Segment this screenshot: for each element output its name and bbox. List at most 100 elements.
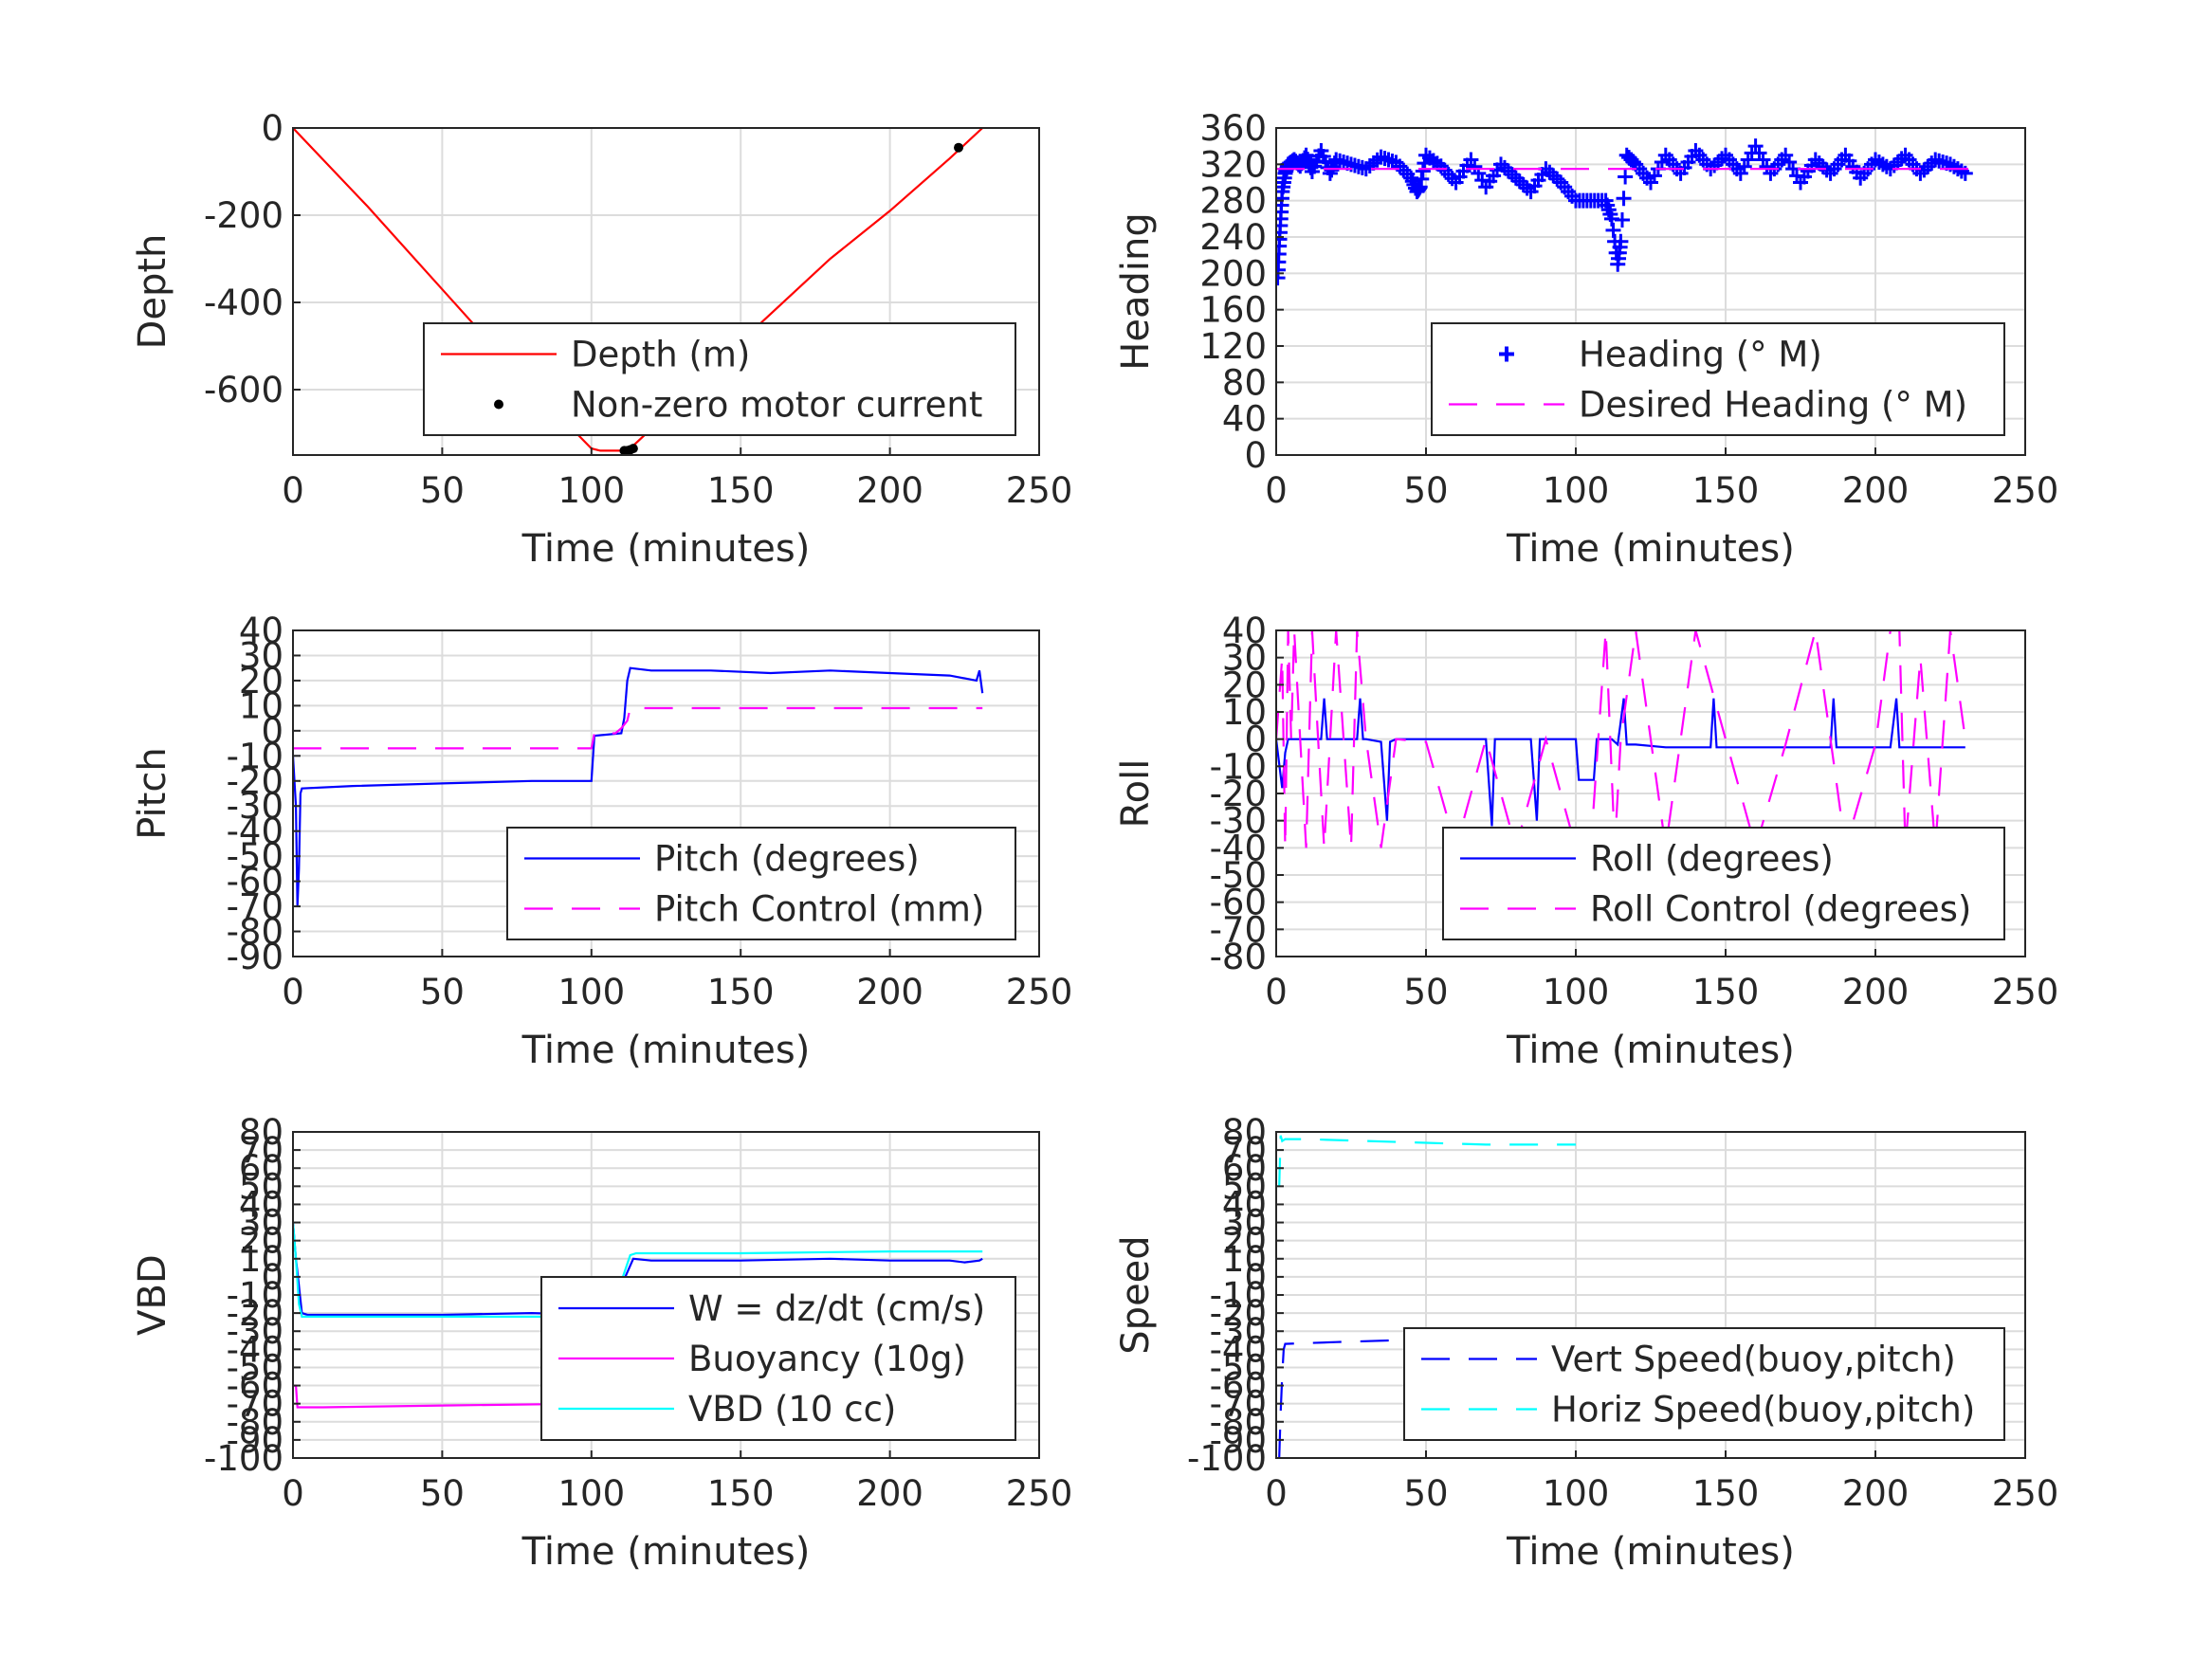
data-point <box>1774 152 1790 168</box>
y-tick-label: -30 <box>227 1311 283 1352</box>
x-axis-label: Time (minutes) <box>521 1530 811 1574</box>
legend-label: Horiz Speed(buoy,pitch) <box>1551 1390 1975 1431</box>
y-tick-label: 20 <box>1222 1221 1267 1262</box>
x-tick-label: 0 <box>282 470 304 511</box>
y-tick-label: 40 <box>1222 611 1267 651</box>
y-tick-label: 280 <box>1199 181 1267 222</box>
data-layer <box>293 128 983 455</box>
data-point <box>1415 163 1431 179</box>
y-tick-label: 240 <box>1199 217 1267 258</box>
x-tick-label: 50 <box>1403 972 1448 1012</box>
series-line-0 <box>1278 1335 1577 1458</box>
data-layer <box>1278 1135 1577 1458</box>
series-line-1 <box>1278 1135 1576 1187</box>
y-tick-label: -20 <box>227 1293 283 1334</box>
y-tick-label: -50 <box>1210 855 1267 896</box>
data-point <box>1953 163 1969 179</box>
y-tick-label: -100 <box>204 1438 283 1479</box>
series-line-1 <box>293 706 983 750</box>
legend-label: Non-zero motor current <box>571 385 982 426</box>
y-tick-label: 360 <box>1199 108 1267 149</box>
y-tick-label: -70 <box>1210 909 1267 950</box>
y-axis-label: Depth <box>131 234 174 350</box>
y-axis-label: Pitch <box>131 747 174 839</box>
x-axis-label: Time (minutes) <box>1506 527 1795 571</box>
legend-box <box>1442 827 2005 940</box>
data-point <box>1616 191 1632 207</box>
legend-label: Pitch (degrees) <box>654 839 920 880</box>
x-tick-label: 200 <box>1842 1473 1910 1514</box>
axes-box <box>1275 127 2026 456</box>
x-tick-label: 0 <box>282 972 304 1012</box>
y-tick-label: -90 <box>227 937 283 977</box>
panel-5: 0 50 100 150 200 25080706050403020100-10-20-3… <box>1114 1112 2058 1574</box>
x-tick-label: 250 <box>1006 470 1073 511</box>
y-tick-label: -10 <box>227 1275 283 1316</box>
x-tick-label: 150 <box>707 1473 775 1514</box>
y-tick-label: 60 <box>1222 1148 1267 1189</box>
data-point <box>1414 171 1430 187</box>
x-tick-label: 250 <box>1006 1473 1073 1514</box>
y-tick-label: 60 <box>239 1148 283 1189</box>
x-tick-label: 100 <box>1543 470 1610 511</box>
x-tick-label: 250 <box>1992 470 2059 511</box>
y-tick-label: -70 <box>227 886 283 927</box>
legend-label: W = dz/dt (cm/s) <box>688 1288 985 1329</box>
data-point <box>1519 180 1535 196</box>
legend-box <box>423 322 1016 436</box>
x-tick-label: 0 <box>1265 470 1288 511</box>
data-point <box>1612 239 1628 255</box>
x-tick-label: 250 <box>1992 1473 2059 1514</box>
data-point <box>1276 170 1292 186</box>
y-tick-label: 40 <box>239 1184 283 1225</box>
x-axis-label: Time (minutes) <box>521 1029 811 1072</box>
x-tick-label: 100 <box>558 470 625 511</box>
y-tick-label: -10 <box>227 736 283 776</box>
series-line-1 <box>1276 630 1966 852</box>
y-tick-label: -80 <box>1210 1402 1267 1443</box>
x-tick-label: 200 <box>856 1473 923 1514</box>
data-point <box>1444 171 1460 187</box>
y-tick-label: -60 <box>1210 1366 1267 1407</box>
y-tick-label: 0 <box>261 108 283 149</box>
x-tick-label: 250 <box>1006 972 1073 1012</box>
y-tick-label: -70 <box>1210 1384 1267 1425</box>
data-layer <box>1276 630 1966 852</box>
y-tick-label: -60 <box>227 1366 283 1407</box>
axes-box <box>292 127 1040 456</box>
data-point <box>1618 169 1634 185</box>
y-tick-label: 20 <box>239 1221 283 1262</box>
y-tick-label: 40 <box>1222 399 1267 440</box>
legend-swatch <box>494 399 503 410</box>
y-tick-label: -60 <box>227 862 283 902</box>
y-tick-label: -50 <box>227 836 283 877</box>
x-tick-label: 100 <box>558 1473 625 1514</box>
legend: Vert Speed(buoy,pitch) Horiz Speed(buoy,p… <box>1403 1327 2005 1441</box>
y-tick-label: -20 <box>1210 774 1267 814</box>
panel-0: 0 50 100 150 200 250 0 -200 -400 -600 Time (minute… <box>131 108 1072 571</box>
legend: Pitch (degrees) Pitch Control (mm) <box>506 827 1016 940</box>
legend-box <box>506 827 1016 940</box>
x-tick-label: 50 <box>420 972 465 1012</box>
y-tick-label: -600 <box>204 370 283 410</box>
x-tick-label: 0 <box>1265 972 1288 1012</box>
data-point <box>1354 159 1370 175</box>
x-tick-label: 0 <box>1265 1473 1288 1514</box>
x-tick-label: 50 <box>1403 470 1448 511</box>
y-axis-label: Roll <box>1114 759 1158 829</box>
x-tick-label: 100 <box>1543 972 1610 1012</box>
y-tick-label: 10 <box>1222 692 1267 733</box>
x-tick-label: 250 <box>1992 972 2059 1012</box>
y-tick-label: -40 <box>1210 1329 1267 1370</box>
y-tick-label: 0 <box>1244 1257 1267 1298</box>
y-tick-label: 20 <box>1222 665 1267 705</box>
x-tick-label: 150 <box>1692 470 1760 511</box>
y-tick-label: -60 <box>1210 883 1267 923</box>
y-axis-label: VBD <box>131 1254 174 1336</box>
y-tick-label: 0 <box>261 711 283 752</box>
x-axis-label: Time (minutes) <box>1506 1029 1795 1072</box>
data-point <box>1654 154 1670 170</box>
data-point <box>1623 152 1639 168</box>
data-point <box>1504 167 1520 183</box>
y-tick-label: -80 <box>1210 937 1267 977</box>
